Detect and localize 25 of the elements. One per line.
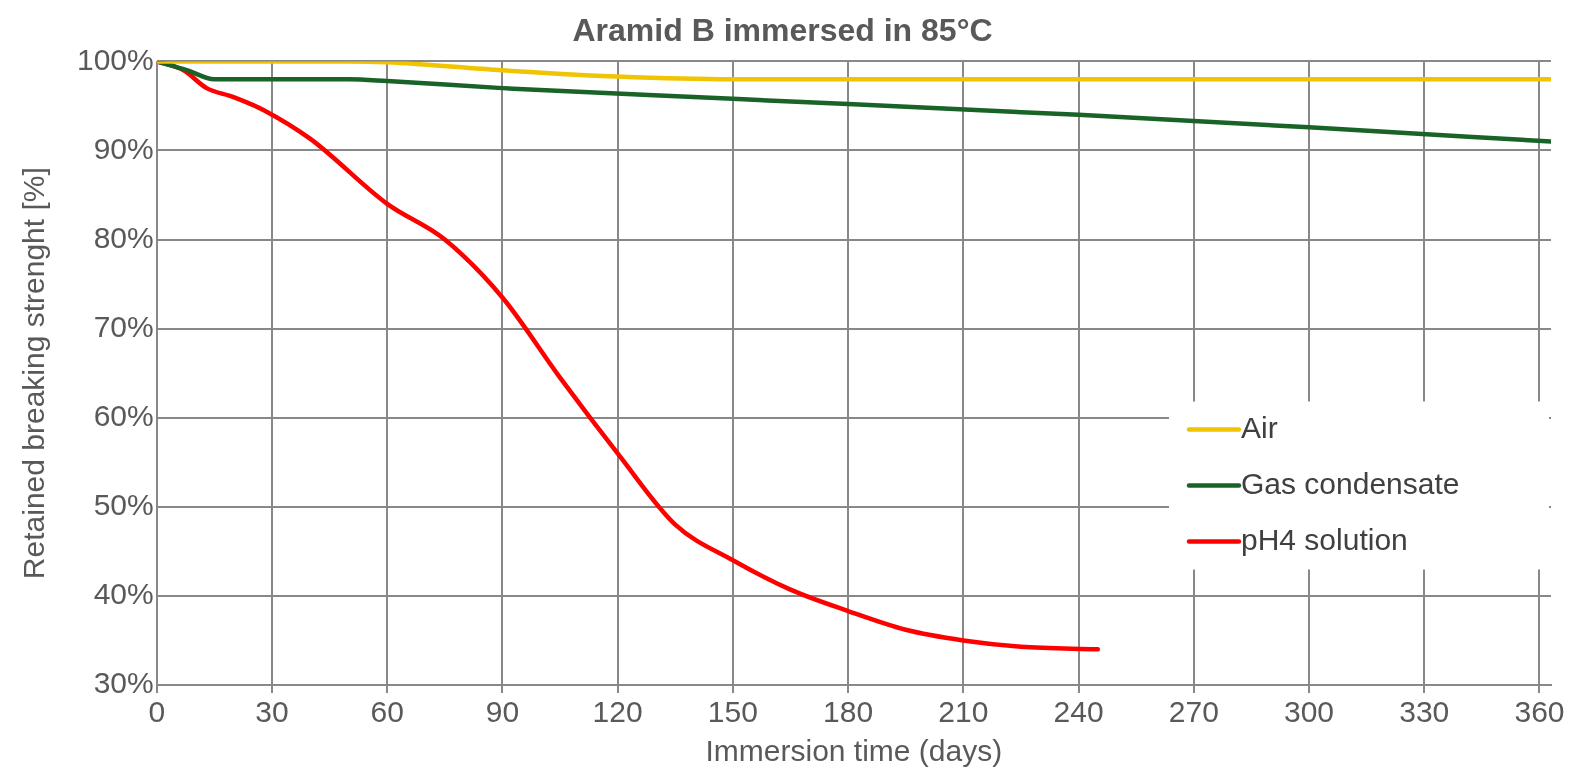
x-tick-label: 360 <box>1514 695 1565 729</box>
x-tick-label: 240 <box>1053 695 1104 729</box>
x-tick-label: 180 <box>823 695 874 729</box>
y-tick-label: 100% <box>76 42 154 76</box>
chart-title: Aramid B immersed in 85°C <box>572 12 993 49</box>
x-tick-label: 120 <box>592 695 643 729</box>
y-tick-label: 90% <box>93 131 154 165</box>
legend-label: Air <box>1241 410 1278 444</box>
x-axis-title: Immersion time (days) <box>705 734 1003 768</box>
x-tick-label: 210 <box>938 695 989 729</box>
y-tick-label: 60% <box>93 399 154 433</box>
x-tick-label: 90 <box>485 695 520 729</box>
x-tick-label: 300 <box>1283 695 1335 729</box>
x-tick-label: 30 <box>255 695 289 729</box>
x-tick-label: 330 <box>1399 695 1450 729</box>
y-tick-label: 40% <box>93 577 154 611</box>
y-tick-label: 50% <box>93 488 154 522</box>
legend-label: Gas condensate <box>1241 466 1460 500</box>
y-tick-label: 80% <box>93 220 154 254</box>
legend-label: pH4 solution <box>1241 522 1408 556</box>
x-tick-label: 60 <box>370 695 404 729</box>
x-tick-label: 270 <box>1168 695 1219 729</box>
y-axis-title: Retained breaking strenght [%] <box>17 167 51 580</box>
x-tick-label: 150 <box>707 695 758 729</box>
y-tick-label: 70% <box>93 309 154 343</box>
